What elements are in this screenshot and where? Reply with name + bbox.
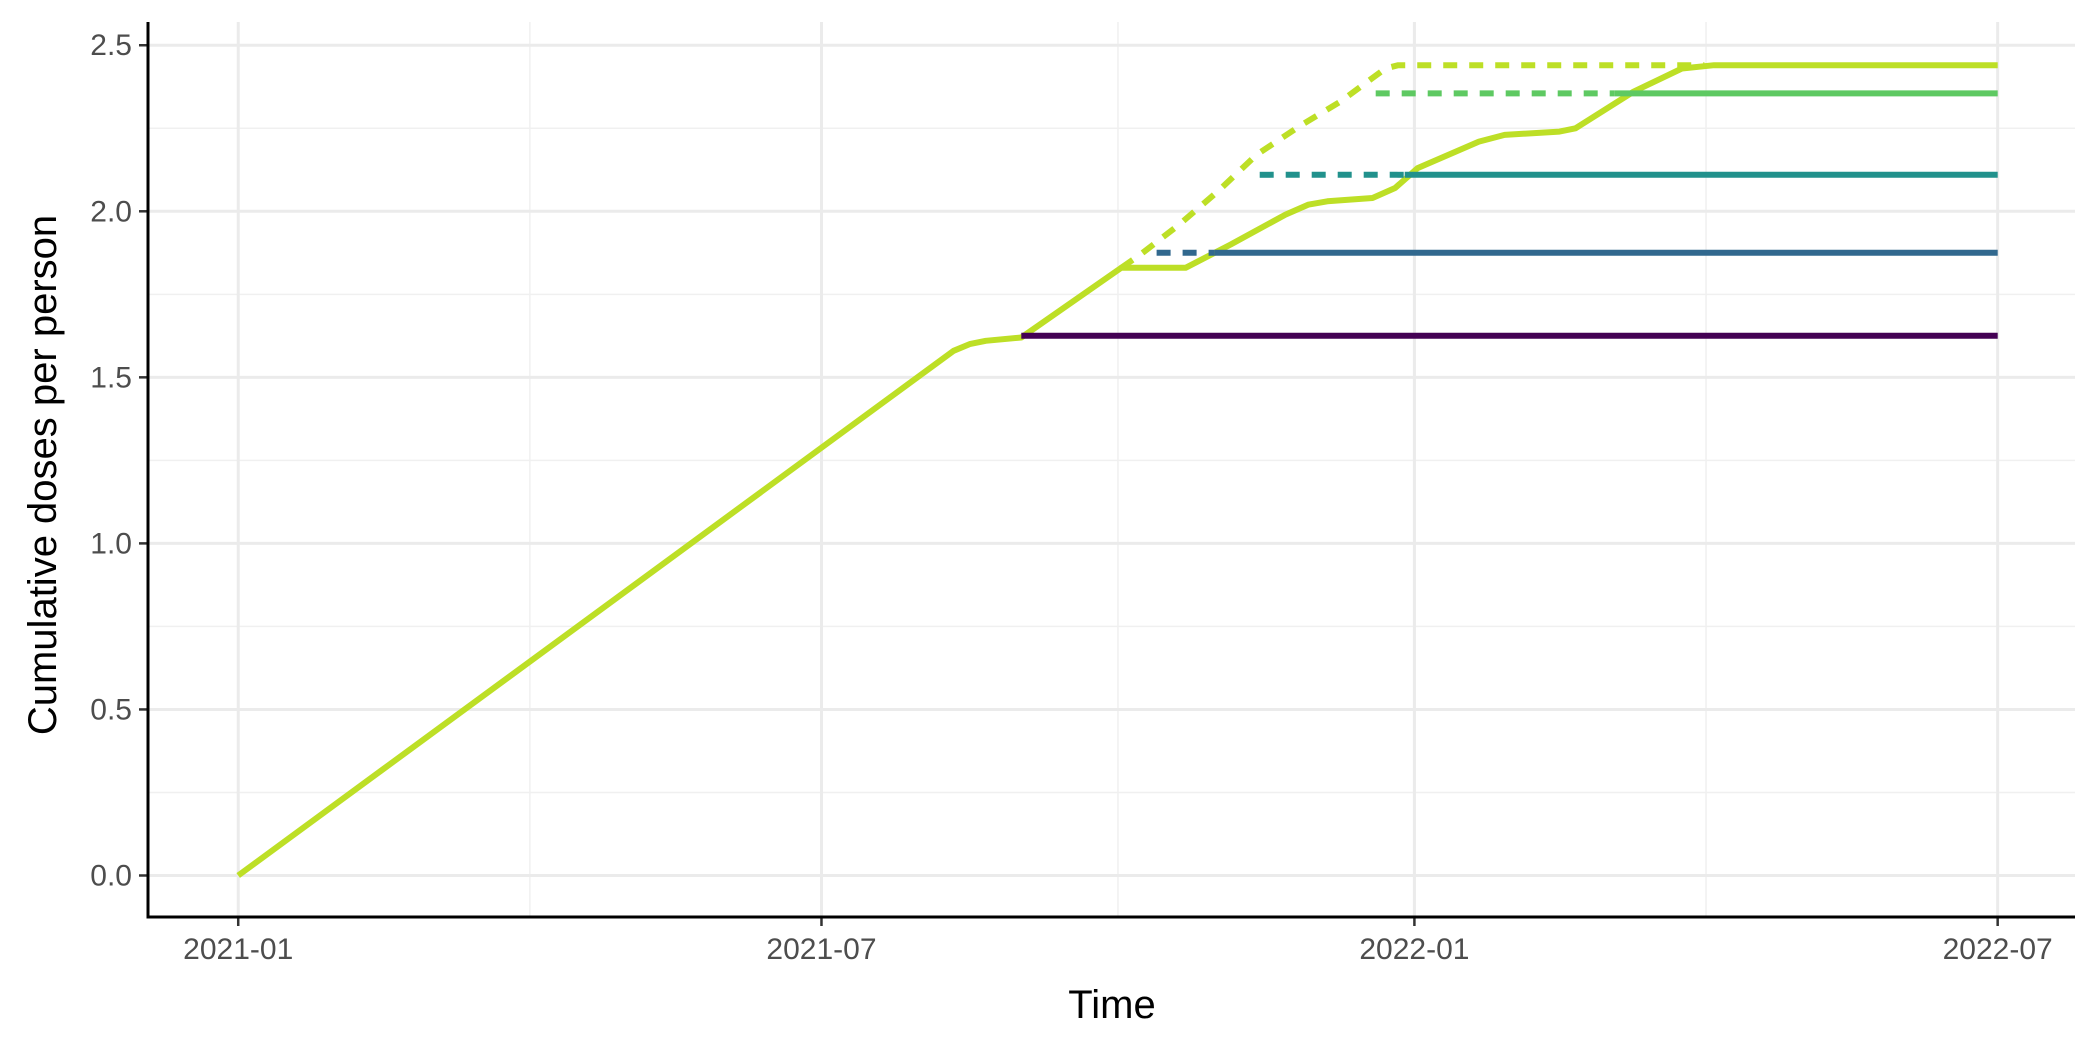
series-layer bbox=[236, 62, 1998, 878]
y-tick-label: 2.0 bbox=[90, 195, 132, 228]
grid-layer bbox=[148, 22, 2075, 917]
series-line-main-dashed bbox=[1119, 62, 1705, 271]
series-line-main bbox=[236, 62, 1998, 878]
y-axis-title: Cumulative doses per person bbox=[21, 215, 65, 735]
x-tick-label: 2022-07 bbox=[1943, 933, 2053, 966]
y-tick-label: 1.5 bbox=[90, 361, 132, 394]
y-tick-label: 1.0 bbox=[90, 527, 132, 560]
x-tick-label: 2022-01 bbox=[1359, 933, 1469, 966]
axis-layer: 2021-01 2021-07 2022-01 2022-07 0.0 0.5 1.0 1.5… bbox=[90, 22, 2075, 966]
y-tick-label: 2.5 bbox=[90, 29, 132, 62]
y-tick-label: 0.0 bbox=[90, 859, 132, 892]
x-axis-title: Time bbox=[1068, 983, 1155, 1027]
x-tick-label: 2021-01 bbox=[183, 933, 293, 966]
x-tick-label: 2021-07 bbox=[766, 933, 876, 966]
y-tick-label: 0.5 bbox=[90, 693, 132, 726]
